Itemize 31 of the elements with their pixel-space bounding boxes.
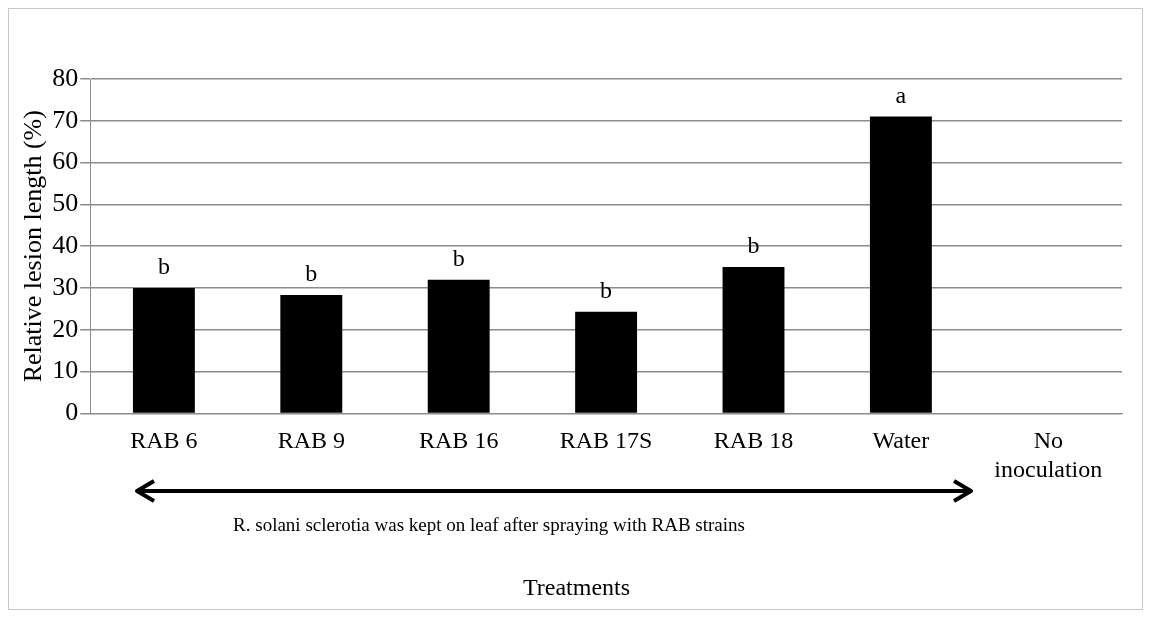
y-tick-label: 0 bbox=[65, 397, 79, 427]
bar bbox=[427, 279, 490, 413]
x-tick-label: Water bbox=[872, 427, 930, 454]
bar bbox=[722, 267, 785, 413]
y-tick-label: 30 bbox=[52, 271, 79, 301]
annotation: a bbox=[895, 81, 907, 108]
bar bbox=[575, 311, 638, 413]
x-tick-label: No inoculation bbox=[994, 427, 1103, 482]
y-tick-label: 70 bbox=[52, 104, 79, 134]
y-tick-label: 20 bbox=[52, 313, 79, 343]
x-axis-title: Treatments bbox=[521, 574, 632, 601]
bar bbox=[869, 116, 932, 413]
y-tick-label: 80 bbox=[52, 62, 79, 92]
annotation: b bbox=[157, 253, 170, 280]
y-tick-label: 10 bbox=[52, 355, 79, 385]
annotation: b bbox=[452, 244, 465, 271]
x-tick-label: RAB 17S bbox=[559, 427, 653, 454]
annotation: b bbox=[747, 232, 760, 259]
y-tick-label: 40 bbox=[52, 230, 79, 260]
x-tick-label: RAB 6 bbox=[130, 427, 198, 454]
x-tick-label: RAB 18 bbox=[713, 427, 794, 454]
annotation: b bbox=[305, 260, 318, 287]
y-tick-label: 60 bbox=[52, 146, 79, 176]
bar bbox=[132, 288, 195, 413]
y-tick-label: 50 bbox=[52, 188, 79, 218]
y-axis-title: Relative lesion length (%) bbox=[18, 110, 48, 383]
annotation: b bbox=[600, 277, 613, 304]
text: R. solani sclerotia was kept on leaf after spraying with RAB strains bbox=[232, 514, 746, 536]
bar bbox=[280, 295, 343, 413]
x-tick-label: RAB 16 bbox=[419, 427, 499, 454]
x-tick-label: RAB 9 bbox=[277, 427, 345, 454]
